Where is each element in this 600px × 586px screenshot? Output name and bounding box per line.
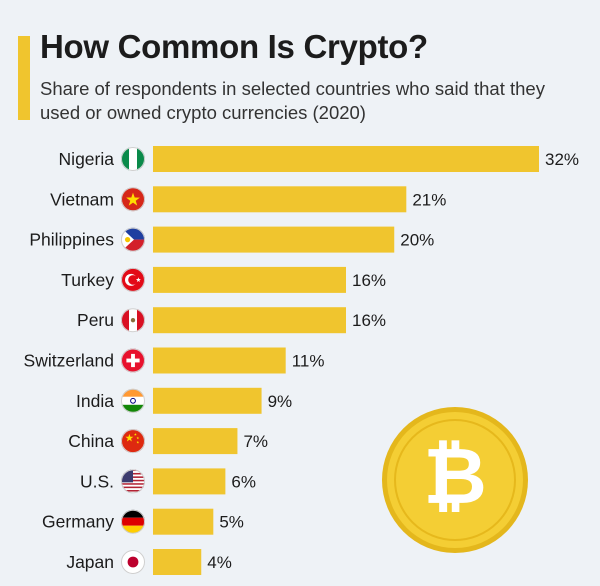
bar [153,428,238,455]
bar-row: Peru 16% [77,307,386,334]
bar [153,146,539,172]
bar-row: Germany 5% [42,508,244,535]
bar-row: India 9% [76,387,293,414]
bar [153,549,202,575]
category-label: Nigeria [59,149,115,169]
value-label: 7% [243,432,268,451]
category-label: Turkey [61,270,114,290]
india-flag-icon [121,388,145,413]
turkey-flag-icon [121,267,145,292]
bitcoin-symbol: ₿ [423,432,487,522]
chart-title: How Common Is Crypto? [40,28,428,65]
bar [153,307,346,334]
value-label: 20% [400,231,434,250]
bar [153,468,226,495]
bar-row: Japan 4% [66,549,232,575]
bar [153,226,395,253]
category-label: Switzerland [24,351,114,371]
value-label: 16% [352,311,386,330]
value-label: 11% [292,352,325,371]
bar-row: Philippines 20% [29,226,434,253]
chart-subtitle: Share of respondents in selected countri… [40,78,545,123]
value-label: 5% [219,513,244,532]
bar-row: Switzerland 11% [24,347,325,374]
switzerland-flag-icon [121,348,145,373]
category-label: India [76,391,114,411]
nigeria-flag-icon [121,147,145,171]
bar-row: Vietnam 21% [50,186,446,213]
category-label: Vietnam [50,189,114,209]
bar [153,387,262,414]
category-label: U.S. [80,471,114,491]
value-label: 32% [545,150,579,169]
bar-row: U.S. 6% [80,468,256,495]
value-label: 9% [268,392,293,411]
category-label: China [68,431,114,451]
peru-flag-icon [121,308,145,333]
bar [153,508,214,535]
bar [153,186,407,213]
china-flag-icon [121,429,145,454]
category-label: Peru [77,310,114,330]
value-label: 4% [207,553,232,572]
bar [153,266,346,293]
category-label: Philippines [29,230,114,250]
bar-row: China 7% [68,428,268,455]
bar-row: Turkey 16% [61,266,386,293]
bitcoin-coin-icon: ₿ [382,407,528,553]
bar-row: Nigeria 32% [59,146,579,172]
bar [153,347,286,374]
category-label: Japan [66,552,114,572]
value-label: 16% [352,271,386,290]
vietnam-flag-icon [121,187,145,212]
germany-flag-icon [121,509,145,534]
category-label: Germany [42,512,114,532]
value-label: 21% [412,190,446,209]
philippines-flag-icon [121,227,145,252]
value-label: 6% [231,472,256,491]
title-accent-bar [18,36,30,120]
japan-flag-icon [121,550,145,574]
us-flag-icon [121,469,145,494]
